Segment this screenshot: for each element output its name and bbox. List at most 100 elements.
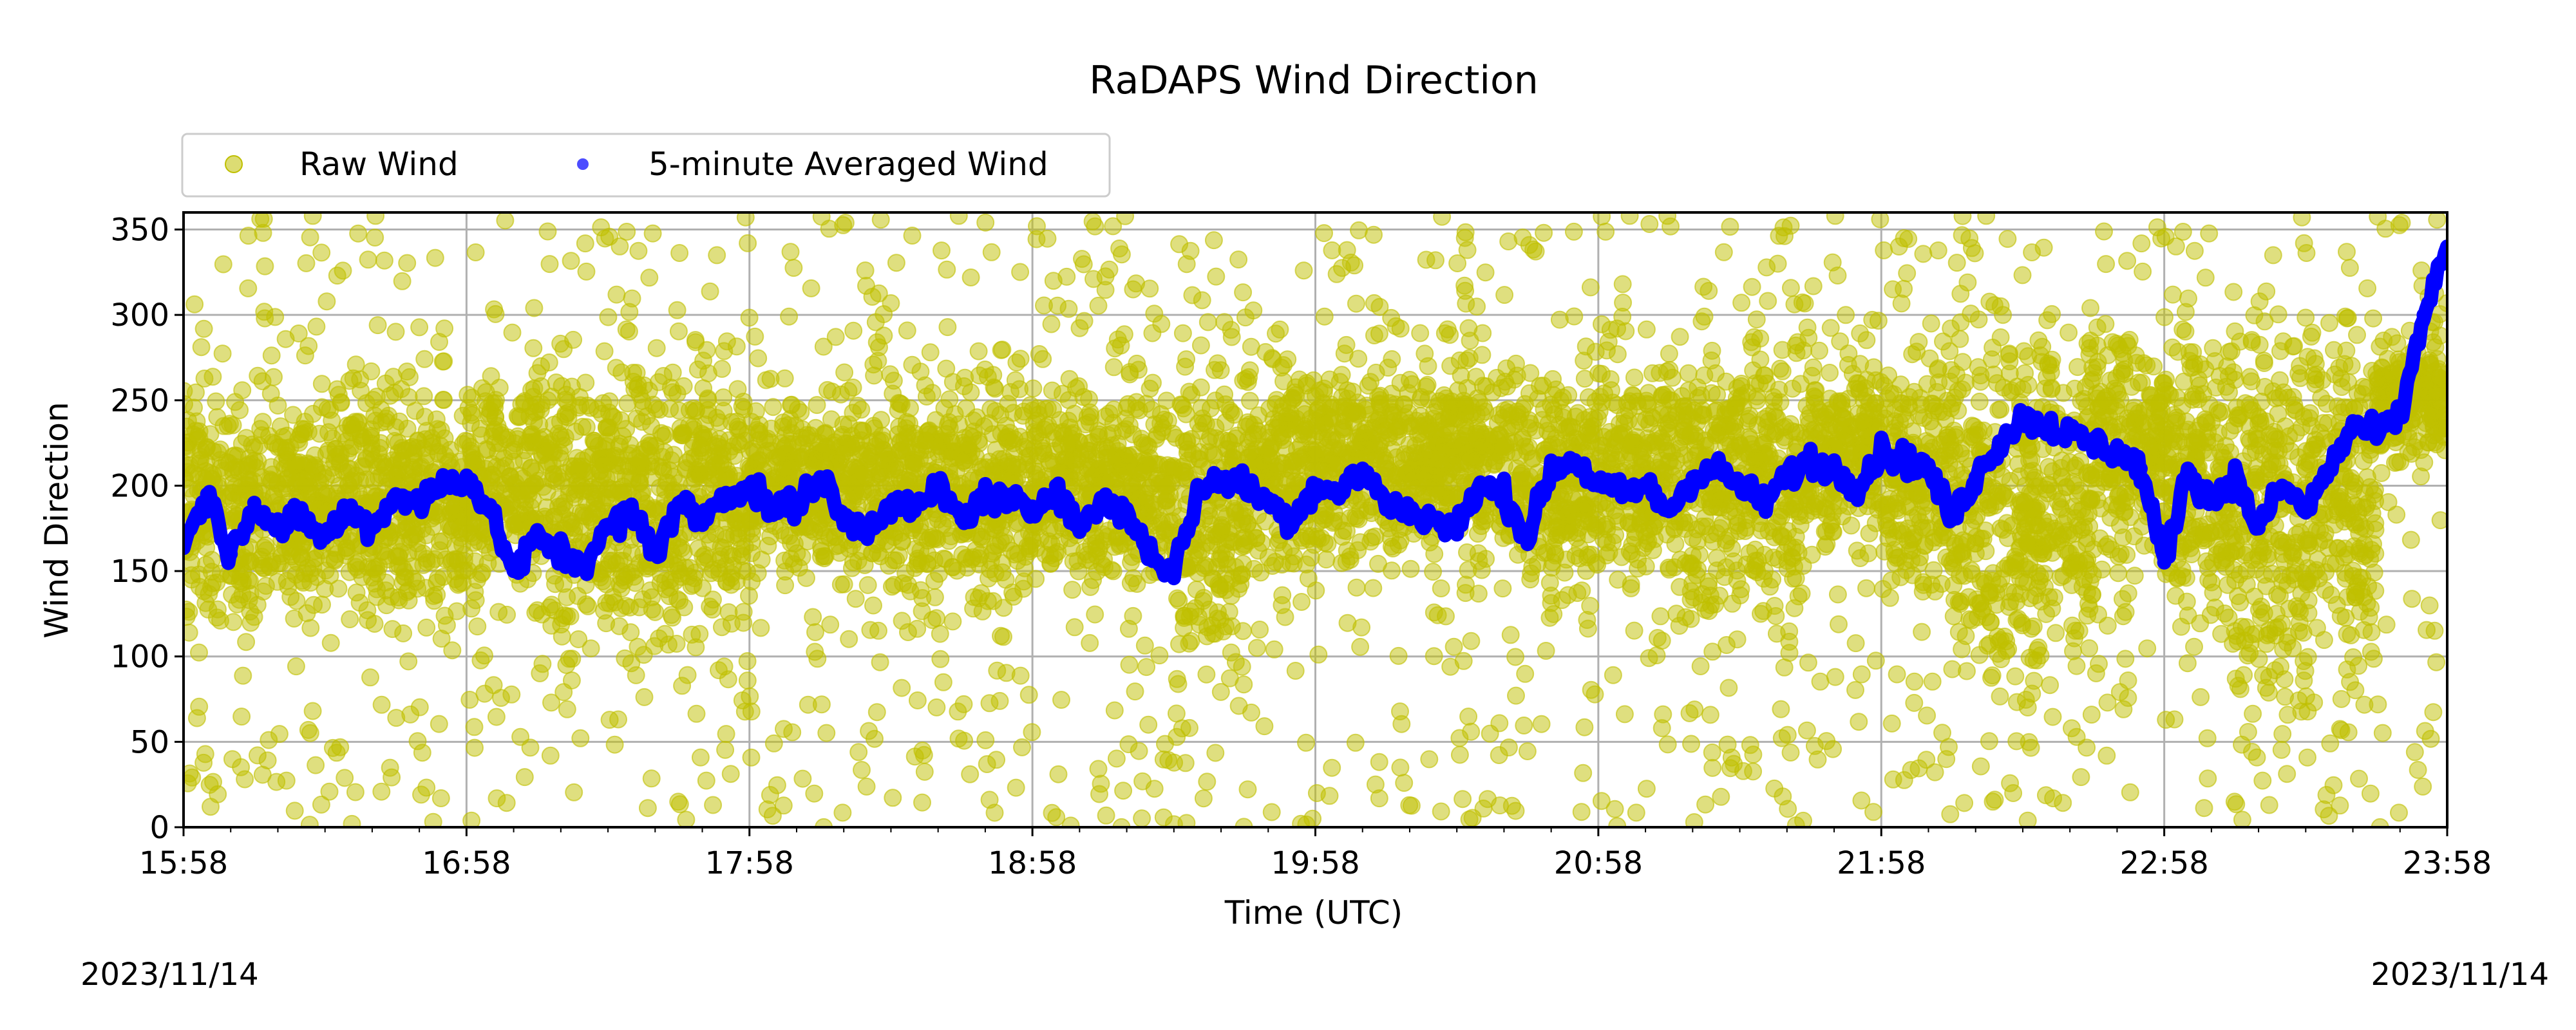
raw-wind-point xyxy=(954,695,973,713)
raw-wind-point xyxy=(1411,324,1430,342)
raw-wind-point xyxy=(1023,531,1042,550)
raw-wind-point xyxy=(741,687,759,706)
raw-wind-point xyxy=(1444,637,1463,656)
raw-wind-point xyxy=(1365,225,1383,244)
raw-wind-point xyxy=(195,370,214,388)
raw-wind-point xyxy=(1507,686,1525,705)
raw-wind-point xyxy=(871,212,890,229)
raw-wind-point xyxy=(815,424,833,443)
raw-wind-point xyxy=(406,402,424,420)
raw-wind-point xyxy=(865,366,884,385)
raw-wind-point xyxy=(1256,462,1275,481)
raw-wind-point xyxy=(1277,440,1296,458)
raw-wind-point xyxy=(357,449,375,468)
raw-wind-point xyxy=(1114,782,1133,800)
raw-wind-point xyxy=(638,799,657,818)
raw-wind-point xyxy=(954,451,973,470)
raw-wind-point xyxy=(1206,624,1224,643)
raw-wind-point xyxy=(1204,231,1223,250)
raw-wind-point xyxy=(710,469,728,487)
raw-wind-point xyxy=(424,812,442,827)
raw-wind-point xyxy=(1043,381,1061,400)
raw-wind-point xyxy=(1432,459,1450,478)
raw-wind-point xyxy=(489,443,507,462)
raw-wind-point xyxy=(1098,449,1117,467)
raw-wind-point xyxy=(1267,324,1285,343)
raw-wind-point xyxy=(1104,562,1122,581)
raw-wind-point xyxy=(761,785,779,804)
raw-wind-point xyxy=(670,795,689,814)
raw-wind-point xyxy=(1389,646,1408,665)
raw-wind-point xyxy=(867,333,886,351)
raw-wind-point xyxy=(1425,545,1444,563)
raw-wind-point xyxy=(961,268,980,286)
raw-wind-point xyxy=(301,228,319,247)
raw-wind-point xyxy=(934,673,952,691)
raw-wind-point xyxy=(1137,658,1156,677)
raw-wind-point xyxy=(487,707,506,726)
raw-wind-point xyxy=(332,393,350,411)
raw-wind-point xyxy=(541,746,560,765)
raw-wind-point xyxy=(552,615,571,634)
raw-wind-point xyxy=(1293,593,1311,611)
raw-wind-point xyxy=(840,630,858,648)
raw-wind-point xyxy=(261,384,280,403)
raw-wind-point xyxy=(417,526,436,545)
raw-wind-point xyxy=(831,576,850,594)
raw-wind-point xyxy=(670,244,689,262)
raw-wind-point xyxy=(414,556,433,574)
raw-wind-point xyxy=(1347,294,1365,313)
raw-wind-point xyxy=(209,600,227,619)
raw-wind-point xyxy=(618,223,636,241)
raw-wind-point xyxy=(1338,241,1356,259)
raw-wind-point xyxy=(866,729,884,748)
raw-wind-point xyxy=(1338,389,1357,408)
raw-wind-point xyxy=(692,424,711,443)
raw-wind-point xyxy=(394,624,413,642)
raw-wind-point xyxy=(340,371,359,390)
raw-wind-point xyxy=(368,316,387,335)
raw-wind-point xyxy=(1307,581,1325,600)
raw-wind-point xyxy=(1059,299,1078,318)
raw-wind-point xyxy=(1089,296,1108,315)
raw-wind-point xyxy=(913,793,931,812)
raw-wind-point xyxy=(938,318,957,337)
raw-wind-point xyxy=(887,254,905,272)
raw-wind-point xyxy=(708,246,726,265)
raw-wind-point xyxy=(629,637,647,656)
raw-wind-point xyxy=(435,352,453,371)
raw-wind-point xyxy=(882,577,901,596)
raw-wind-point xyxy=(1138,436,1157,455)
raw-wind-point xyxy=(1467,368,1485,386)
raw-wind-point xyxy=(1146,501,1165,520)
raw-wind-point xyxy=(1307,784,1326,802)
raw-wind-point xyxy=(300,816,319,827)
raw-wind-point xyxy=(993,341,1012,359)
raw-wind-point xyxy=(1251,621,1269,639)
raw-wind-point xyxy=(1255,717,1274,736)
raw-wind-point xyxy=(764,398,782,417)
raw-wind-point xyxy=(1472,405,1491,424)
raw-wind-point xyxy=(812,541,831,560)
raw-wind-point xyxy=(763,807,782,825)
raw-wind-point xyxy=(722,413,741,431)
raw-wind-point xyxy=(525,299,544,317)
raw-wind-point xyxy=(617,320,636,339)
raw-wind-point xyxy=(1135,636,1154,655)
raw-wind-point xyxy=(1121,365,1139,384)
raw-wind-point xyxy=(719,603,738,621)
raw-wind-point xyxy=(223,460,242,479)
raw-wind-point xyxy=(1065,618,1084,637)
raw-wind-point xyxy=(430,715,448,733)
raw-wind-point xyxy=(185,295,204,314)
raw-wind-point xyxy=(891,469,909,487)
raw-wind-point xyxy=(1244,425,1263,444)
raw-wind-point xyxy=(844,553,862,572)
raw-wind-point xyxy=(538,222,557,241)
raw-wind-point xyxy=(1066,379,1085,397)
raw-wind-point xyxy=(864,596,882,615)
raw-wind-point xyxy=(466,583,484,601)
raw-wind-point xyxy=(290,545,309,563)
raw-wind-point xyxy=(366,229,384,247)
